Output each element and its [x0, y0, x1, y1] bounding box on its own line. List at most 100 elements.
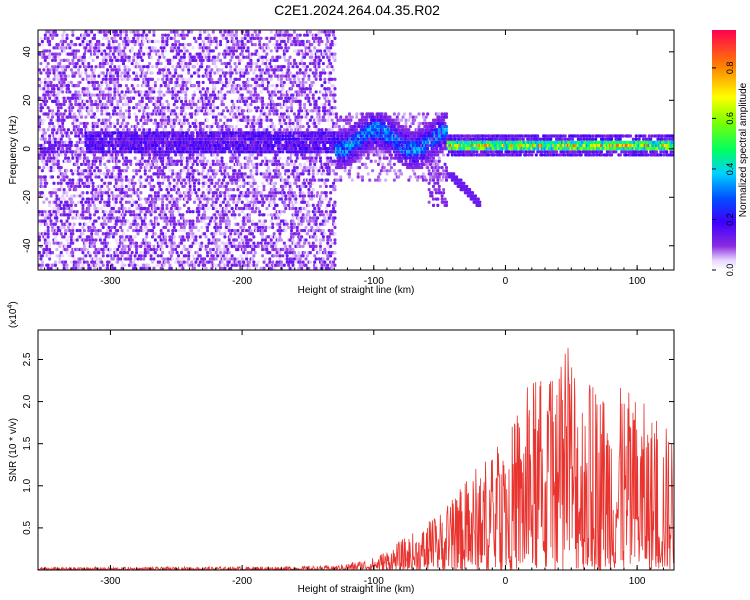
- spectrogram-cell: [161, 43, 165, 47]
- spectrogram-cell: [74, 216, 78, 220]
- spectrogram-cell: [185, 102, 189, 107]
- spectrogram-cell: [156, 222, 160, 226]
- spectrogram-cell: [61, 134, 65, 138]
- spectrogram-cell: [155, 216, 159, 220]
- spectrogram-cell: [150, 128, 154, 132]
- spectrogram-cell: [46, 93, 50, 97]
- spectrogram-cell: [88, 219, 92, 223]
- spectrogram-cell: [165, 39, 169, 44]
- spectrogram-cell: [216, 71, 220, 75]
- spectrogram-cell: [227, 194, 231, 198]
- spectrogram-cell: [246, 71, 250, 75]
- spectrogram-cell: [206, 87, 210, 91]
- spectrogram-cell: [114, 251, 118, 255]
- spectrogram-cell: [171, 43, 175, 47]
- spectrogram-cell: [178, 65, 182, 69]
- spectrogram-cell: [123, 188, 127, 192]
- spectrogram-cell: [182, 55, 186, 59]
- spectrogram-cell: [203, 232, 207, 236]
- spectrogram-cell: [201, 184, 205, 189]
- spectrogram-cell: [55, 232, 59, 236]
- spectrogram-cell: [249, 128, 253, 132]
- spectrogram-cell: [113, 194, 117, 198]
- spectrogram-cell: [120, 184, 124, 189]
- spectrogram-cell: [219, 219, 223, 223]
- spectrogram-cell: [206, 225, 210, 230]
- spectrogram-cell: [152, 90, 156, 94]
- spectrogram-cell: [234, 36, 238, 40]
- spectrogram-cell: [130, 238, 134, 242]
- spectrogram-cell: [62, 210, 66, 214]
- spectrogram-cell: [162, 68, 166, 72]
- spectrogram-cell: [139, 197, 143, 201]
- spectrogram-cell: [219, 30, 223, 34]
- spectrogram-cell: [65, 200, 69, 204]
- spectrogram-cell: [149, 55, 153, 59]
- spectrogram-cell: [197, 84, 201, 88]
- spectrogram-cell: [194, 238, 198, 242]
- spectrogram-cell: [148, 46, 152, 50]
- spectrogram-cell: [174, 228, 178, 233]
- spectrogram-cell: [158, 93, 162, 97]
- spectrogram-cell: [71, 96, 75, 100]
- spectrogram-cell: [236, 247, 240, 252]
- spectrogram-cell: [172, 238, 176, 242]
- spectrogram-cell: [110, 58, 114, 62]
- spectrogram-cell: [197, 87, 201, 91]
- spectrogram-cell: [201, 102, 205, 107]
- spectrogram-cell: [137, 102, 141, 107]
- spectrogram-cell: [133, 128, 137, 132]
- spectrogram-cell: [82, 55, 86, 59]
- spectrogram-cell: [93, 77, 97, 81]
- spectrogram-cell: [91, 184, 95, 189]
- spectrogram-cell: [94, 247, 98, 252]
- spectrogram-cell: [88, 266, 92, 270]
- spectrogram-cell: [58, 244, 62, 248]
- spectrogram-cell: [55, 216, 59, 220]
- spectrogram-cell: [169, 188, 173, 192]
- spectrogram-cell: [56, 162, 60, 166]
- spectrogram-cell: [165, 162, 169, 166]
- spectrogram-cell: [223, 266, 227, 270]
- spectrogram-cell: [117, 175, 121, 179]
- spectrogram-cell: [97, 43, 101, 47]
- spectrogram-cell: [69, 194, 73, 198]
- spectrogram-cell: [216, 55, 220, 59]
- spectrogram-cell: [207, 191, 211, 195]
- spectrogram-cell: [74, 260, 78, 264]
- spectrogram-cell: [126, 251, 130, 255]
- spectrogram-cell: [211, 115, 215, 119]
- spectrogram-cell: [59, 153, 63, 157]
- spectrogram-cell: [211, 30, 215, 34]
- spectrogram-cell: [210, 93, 214, 97]
- spectrogram-cell: [108, 115, 112, 119]
- spectrogram-cell: [74, 169, 78, 173]
- spectrogram-cell: [148, 131, 152, 135]
- spectrogram-cell: [133, 156, 137, 160]
- spectrogram-cell: [94, 150, 98, 154]
- spectrogram-cell: [75, 143, 79, 148]
- spectrogram-cell: [48, 200, 52, 204]
- spectrogram-cell: [80, 115, 84, 119]
- spectrogram-cell: [88, 238, 92, 242]
- spectrogram-cell: [208, 140, 212, 144]
- spectrogram-cell: [53, 30, 57, 34]
- spectrogram-cell: [52, 213, 56, 217]
- spectrogram-cell: [232, 115, 236, 119]
- spectrogram-cell: [45, 244, 49, 248]
- spectrogram-cell: [62, 191, 66, 195]
- spectrogram-cell: [242, 251, 246, 255]
- spectrogram-cell: [123, 251, 127, 255]
- spectrogram-cell: [46, 266, 50, 270]
- spectrogram-cell: [113, 77, 117, 81]
- spectrogram-cell: [142, 84, 146, 88]
- spectrogram-cell: [211, 112, 215, 116]
- spectrogram-cell: [137, 128, 141, 132]
- spectrogram-cell: [158, 87, 162, 91]
- spectrogram-cell: [48, 203, 52, 207]
- spectrogram-cell: [135, 247, 139, 252]
- spectrogram-cell: [133, 43, 137, 47]
- spectrogram-cell: [130, 77, 134, 81]
- spectrogram-cell: [136, 188, 140, 192]
- spectrogram-cell: [190, 106, 194, 110]
